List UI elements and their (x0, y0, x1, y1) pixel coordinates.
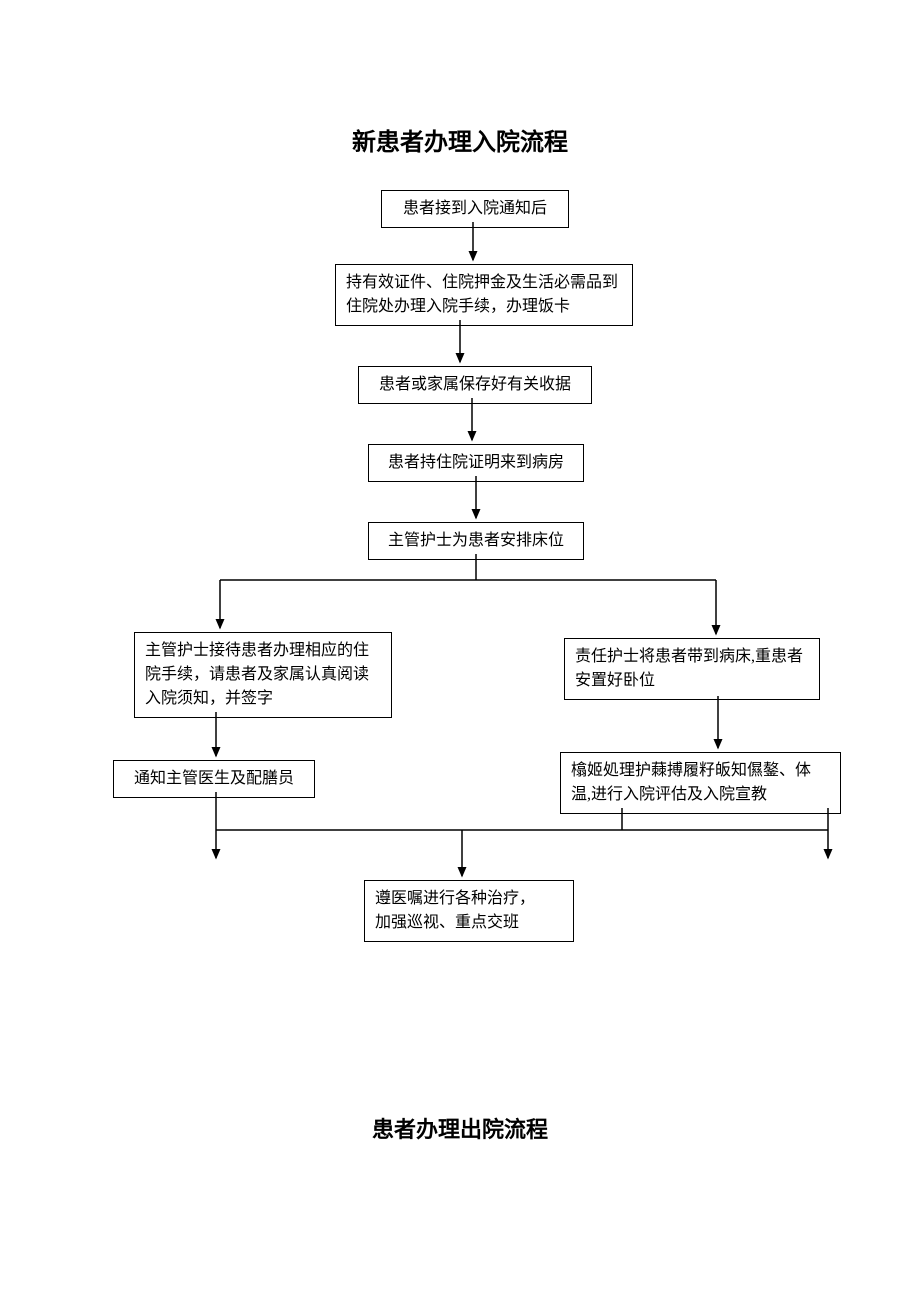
node-n1: 患者接到入院通知后 (381, 190, 569, 228)
node-n6: 主管护士接待患者办理相应的住院手续，请患者及家属认真阅读入院须知，并签字 (134, 632, 392, 718)
node-n7: 责任护士将患者带到病床,重患者安置好卧位 (564, 638, 820, 700)
title-bottom: 患者办理出院流程 (0, 1112, 920, 1144)
node-n2: 持有效证件、住院押金及生活必需品到住院处办理入院手续，办理饭卡 (335, 264, 633, 326)
node-n5: 主管护士为患者安排床位 (368, 522, 584, 560)
node-n8: 通知主管医生及配膳员 (113, 760, 315, 798)
node-n10-line1: 遵医嘱进行各种治疗， (375, 890, 535, 907)
node-n9: 㯓姬処理护蕀搏履籽皈知儑鏊、体温,进行入院评估及入院宣教 (560, 752, 841, 814)
node-n10-line2: 加强巡视、重点交班 (375, 914, 519, 931)
node-n4: 患者持住院证明来到病房 (368, 444, 584, 482)
title-top: 新患者办理入院流程 (0, 122, 920, 157)
node-n3: 患者或家属保存好有关收据 (358, 366, 592, 404)
node-n10: 遵医嘱进行各种治疗， 加强巡视、重点交班 (364, 880, 574, 942)
